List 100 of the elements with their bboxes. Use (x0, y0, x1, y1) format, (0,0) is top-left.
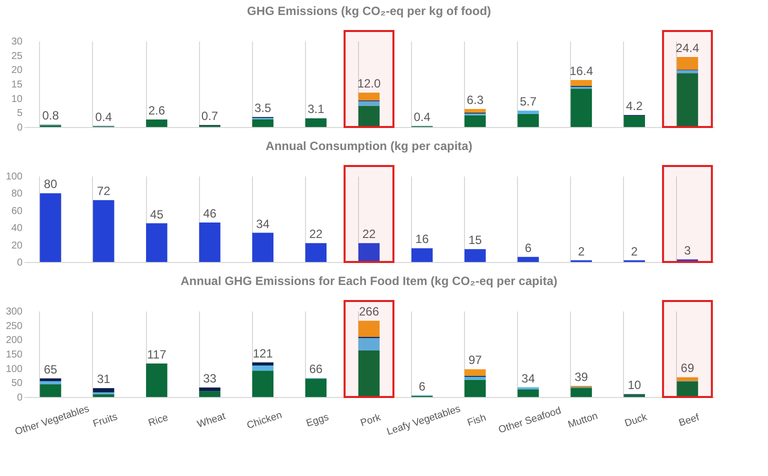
bar (518, 114, 539, 127)
y-tick-label: 20 (11, 65, 23, 76)
y-tick-label: 10 (11, 94, 23, 105)
total-label: 121 (252, 346, 274, 360)
total-label: 6 (418, 379, 426, 394)
bar (676, 377, 698, 381)
bar (464, 108, 486, 113)
bar (252, 119, 274, 127)
data-label: 2 (631, 244, 638, 258)
data-label: 3 (684, 243, 692, 258)
bar (146, 120, 168, 127)
y-tick-label: 0 (16, 122, 23, 134)
y-tick-label: 60 (11, 206, 23, 217)
bar (464, 249, 486, 262)
bar (518, 389, 539, 397)
bar (40, 381, 62, 384)
bar (358, 243, 380, 262)
bar (93, 394, 114, 397)
y-tick-label: 30 (11, 36, 23, 48)
bar (305, 243, 327, 262)
bar (252, 362, 274, 366)
y-tick-label: 40 (11, 223, 23, 234)
x-tick-label: Eggs (305, 412, 330, 430)
total-label: 97 (468, 353, 482, 368)
bar (464, 380, 486, 397)
bar (199, 388, 220, 392)
y-tick-label: 5 (16, 108, 23, 120)
chart-title: Annual GHG Emissions for Each Food Item (kg CO₂-eq per capita) (180, 274, 558, 288)
x-tick-label: Rice (147, 412, 170, 430)
total-label: 65 (44, 362, 58, 376)
bar (570, 88, 592, 127)
data-label: 2 (578, 244, 585, 258)
total-label: 33 (203, 372, 217, 386)
total-label: 34 (522, 371, 536, 386)
y-tick-label: 0 (16, 258, 23, 268)
bar (570, 80, 592, 86)
bar (464, 369, 486, 376)
bar (358, 338, 380, 351)
data-label: 46 (203, 206, 217, 220)
total-label: 4.2 (626, 98, 644, 113)
bar (411, 248, 433, 262)
total-label: 24.4 (676, 41, 700, 56)
total-label: 6.3 (466, 92, 484, 107)
bar (358, 350, 380, 397)
y-tick-label: 15 (11, 80, 23, 90)
bar (676, 382, 698, 397)
bar (199, 391, 220, 397)
total-label: 0.7 (201, 108, 218, 123)
data-label: 45 (150, 207, 164, 222)
bar (570, 388, 592, 397)
total-label: 5.7 (520, 94, 537, 109)
x-tick-label: Fish (466, 412, 488, 429)
data-label: 80 (44, 177, 58, 192)
chart-title: GHG Emissions (kg CO₂-eq per kg of food) (246, 4, 492, 18)
total-label: 3.5 (254, 100, 272, 115)
x-tick-label: Chicken (246, 410, 284, 432)
x-tick-label: Pork (359, 412, 384, 430)
bar (305, 378, 327, 397)
chart-title: Annual Consumption (kg per capita) (266, 139, 472, 153)
data-label: 15 (468, 233, 482, 248)
y-tick-label: 0 (16, 392, 23, 404)
bar (518, 110, 539, 114)
bar (358, 320, 380, 337)
total-label: 12.0 (357, 76, 381, 91)
bar (305, 118, 327, 127)
x-tick-label: Fruits (92, 412, 119, 430)
bar (464, 376, 486, 380)
bar (358, 106, 380, 127)
y-tick-label: 100 (6, 364, 23, 375)
bar (146, 223, 168, 262)
total-label: 117 (147, 347, 167, 362)
bar (676, 70, 698, 74)
total-label: 66 (309, 362, 323, 376)
data-label: 22 (309, 227, 323, 242)
x-tick-label: Duck (624, 412, 650, 430)
bar (146, 363, 168, 397)
data-label: 16 (415, 232, 430, 246)
data-label: 6 (524, 240, 532, 255)
data-label: 34 (256, 216, 270, 231)
bar (93, 388, 114, 392)
bar (93, 200, 114, 262)
x-tick-label: Beef (678, 412, 701, 430)
bar (358, 101, 380, 106)
total-label: 0.4 (414, 110, 431, 124)
data-label: 22 (362, 227, 376, 242)
bar (676, 57, 698, 70)
bar (40, 193, 62, 262)
total-label: 0.8 (42, 108, 60, 123)
bar (252, 370, 274, 397)
bar (676, 259, 698, 262)
bar (358, 92, 380, 100)
bar (199, 222, 220, 262)
bar (676, 73, 698, 127)
total-label: 266 (358, 304, 380, 319)
total-label: 3.1 (308, 102, 325, 116)
bar (252, 365, 274, 371)
y-tick-label: 100 (6, 172, 23, 182)
bar (624, 116, 645, 127)
total-label: 16.4 (570, 64, 594, 78)
total-label: 39 (574, 370, 588, 384)
